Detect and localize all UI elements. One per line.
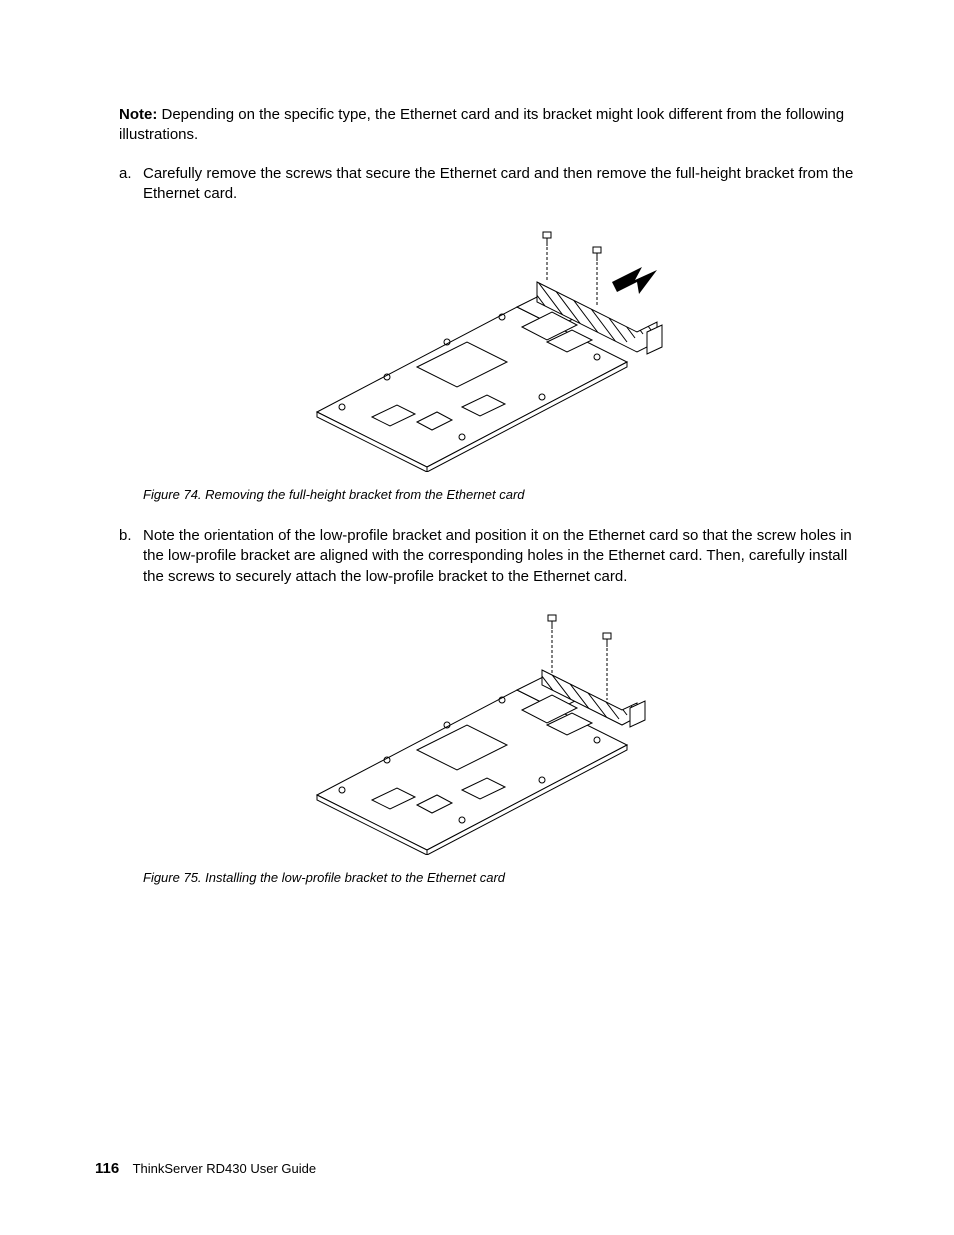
ethernet-card-install-diagram [287, 605, 667, 855]
list-text: Note the orientation of the low-profile … [143, 526, 859, 587]
note-label: Note: [119, 106, 157, 123]
list-item-b: b. Note the orientation of the low-profi… [119, 526, 859, 587]
figure-75 [95, 605, 859, 860]
page-number: 116 [95, 1160, 119, 1177]
ethernet-card-remove-diagram [287, 222, 667, 472]
list-text: Carefully remove the screws that secure … [143, 164, 859, 205]
list-item-a: a. Carefully remove the screws that secu… [119, 164, 859, 205]
figure-74-caption: Figure 74. Removing the full-height brac… [143, 487, 859, 502]
figure-75-caption: Figure 75. Installing the low-profile br… [143, 870, 859, 885]
list-marker: b. [119, 526, 143, 587]
page-footer: 116 ThinkServer RD430 User Guide [95, 1160, 316, 1177]
note-text: Depending on the specific type, the Ethe… [119, 106, 844, 143]
list-marker: a. [119, 164, 143, 205]
footer-title: ThinkServer RD430 User Guide [133, 1161, 317, 1176]
note-paragraph: Note: Depending on the specific type, th… [119, 105, 859, 146]
figure-74 [95, 222, 859, 477]
